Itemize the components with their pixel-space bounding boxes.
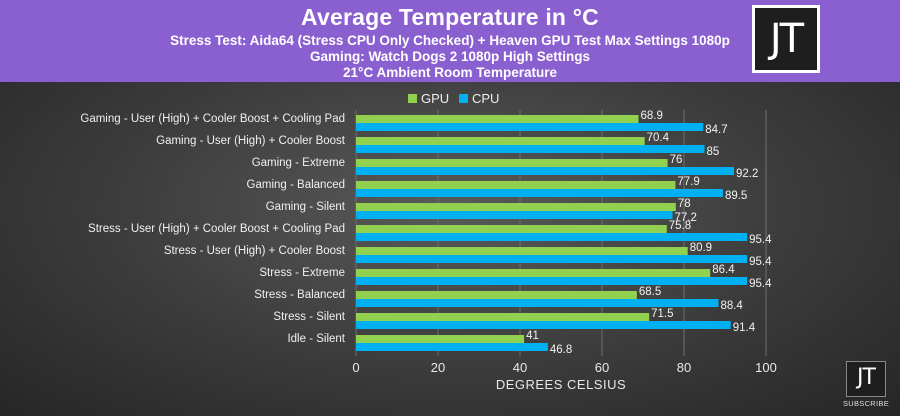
category-label: Gaming - Extreme [252,157,345,169]
data-label-gpu: 76 [670,154,683,166]
subscribe-logo-text: JT [857,365,876,390]
x-tick-label: 20 [431,360,445,375]
category-label: Idle - Silent [287,333,345,345]
category-label: Gaming - User (High) + Cooler Boost + Co… [80,113,345,125]
data-label-gpu: 68.9 [640,110,662,122]
bar-cpu [356,343,548,351]
legend-label: CPU [472,91,499,106]
data-label-cpu: 77.2 [675,212,697,224]
data-label-gpu: 41 [526,330,539,342]
bar-cpu [356,211,673,219]
bar-gpu [356,291,637,299]
data-label-gpu: 86.4 [712,264,735,276]
legend-swatch [408,94,417,103]
bar-cpu [356,189,723,197]
data-label-cpu: 91.4 [733,322,756,334]
data-label-cpu: 95.4 [749,256,772,268]
x-tick-label: 80 [677,360,691,375]
bar-cpu [356,123,704,131]
data-label-cpu: 46.8 [550,344,572,356]
subtitle-stress: Stress Test: Aida64 (Stress CPU Only Che… [170,33,730,48]
data-label-gpu: 71.5 [651,308,673,320]
subscribe-logo-button[interactable]: JT [846,361,886,397]
category-label: Stress - Balanced [254,289,345,301]
data-label-cpu: 84.7 [705,124,727,136]
bar-gpu [356,181,676,189]
bar-cpu [356,145,705,153]
x-axis-title: DEGREES CELSIUS [496,377,626,392]
title-banner: Average Temperature in °C Stress Test: A… [0,0,900,82]
bar-gpu [356,335,525,343]
subtitle-ambient: 21°C Ambient Room Temperature [343,65,557,80]
x-tick-label: 60 [595,360,609,375]
chart-title: Average Temperature in °C [301,4,599,30]
data-label-cpu: 95.4 [749,278,772,290]
category-label: Stress - Extreme [259,267,345,279]
bar-cpu [356,299,719,307]
bar-cpu [356,277,748,285]
legend-label: GPU [421,91,449,106]
subscribe-label[interactable]: SUBSCRIBE [842,399,890,408]
bar-cpu [356,233,748,241]
bar-gpu [356,269,711,277]
category-label: Gaming - Balanced [247,179,345,191]
data-label-cpu: 85 [707,146,720,158]
category-label: Stress - Silent [273,311,345,323]
x-tick-label: 100 [755,360,777,375]
data-label-gpu: 75.8 [669,220,691,232]
data-label-gpu: 77.9 [677,176,699,188]
channel-logo: JT [752,5,820,73]
category-label: Stress - User (High) + Cooler Boost + Co… [88,223,345,235]
data-label-gpu: 70.4 [647,132,670,144]
bar-gpu [356,313,650,321]
bar-cpu [356,321,731,329]
bar-gpu [356,115,639,123]
logo-text: JT [769,16,804,62]
bar-gpu [356,159,668,167]
category-label: Gaming - Silent [266,201,346,213]
data-label-cpu: 92.2 [736,168,758,180]
data-label-gpu: 80.9 [690,242,712,254]
legend-swatch [459,94,468,103]
subtitle-gaming: Gaming: Watch Dogs 2 1080p High Settings [309,49,591,64]
data-label-cpu: 88.4 [720,300,743,312]
category-label: Stress - User (High) + Cooler Boost [164,245,346,257]
bar-cpu [356,255,748,263]
data-label-cpu: 95.4 [749,234,772,246]
bar-gpu [356,137,645,145]
data-label-gpu: 78 [678,198,691,210]
x-tick-label: 40 [513,360,527,375]
data-label-gpu: 68.5 [639,286,661,298]
bar-gpu [356,247,688,255]
bar-gpu [356,203,676,211]
bar-gpu [356,225,667,233]
category-label: Gaming - User (High) + Cooler Boost [156,135,346,147]
bar-cpu [356,167,735,175]
x-tick-label: 0 [352,360,359,375]
data-label-cpu: 89.5 [725,190,747,202]
